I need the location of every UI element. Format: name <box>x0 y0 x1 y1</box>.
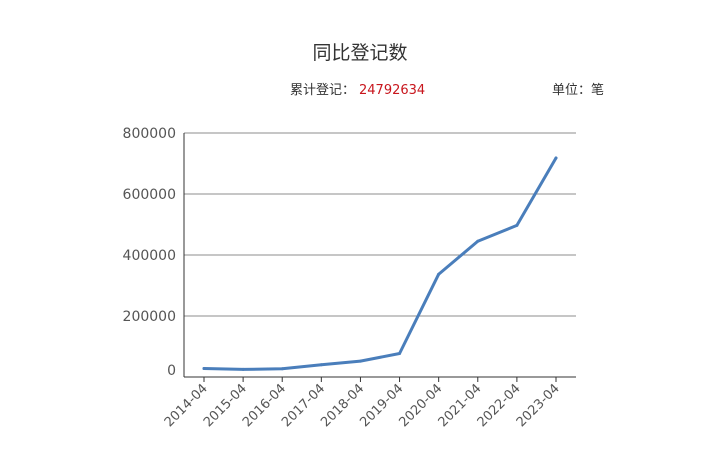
data-point <box>241 367 245 371</box>
data-point <box>319 363 323 367</box>
data-point <box>280 367 284 371</box>
data-point <box>358 359 362 363</box>
y-tick-label: 800000 <box>123 126 176 142</box>
y-tick-labels: 0 200000 400000 600000 800000 <box>123 126 176 379</box>
data-point <box>476 239 480 243</box>
total-value: 24792634 <box>359 83 426 98</box>
y-tick-label: 0 <box>167 363 176 379</box>
axes <box>183 133 576 382</box>
data-point <box>398 352 402 356</box>
y-tick-label: 600000 <box>123 187 176 203</box>
data-point <box>515 223 519 227</box>
grid-lines <box>184 132 576 317</box>
series-line <box>202 156 558 371</box>
x-tick-label: 2023-04 <box>514 381 563 430</box>
total-label: 累计登记： <box>290 83 356 98</box>
y-tick-label: 200000 <box>123 309 176 325</box>
series-layer <box>202 156 558 371</box>
unit-label: 单位：笔 <box>551 83 604 98</box>
data-point <box>554 156 558 160</box>
data-point <box>202 366 206 370</box>
data-point <box>437 272 441 276</box>
total-registrations: 累计登记： 24792634 <box>290 79 425 98</box>
chart-title: 同比登记数 <box>312 42 408 64</box>
x-tick-labels: 2014-042015-042016-042017-042018-042019-… <box>162 381 563 430</box>
y-tick-label: 400000 <box>123 248 176 264</box>
